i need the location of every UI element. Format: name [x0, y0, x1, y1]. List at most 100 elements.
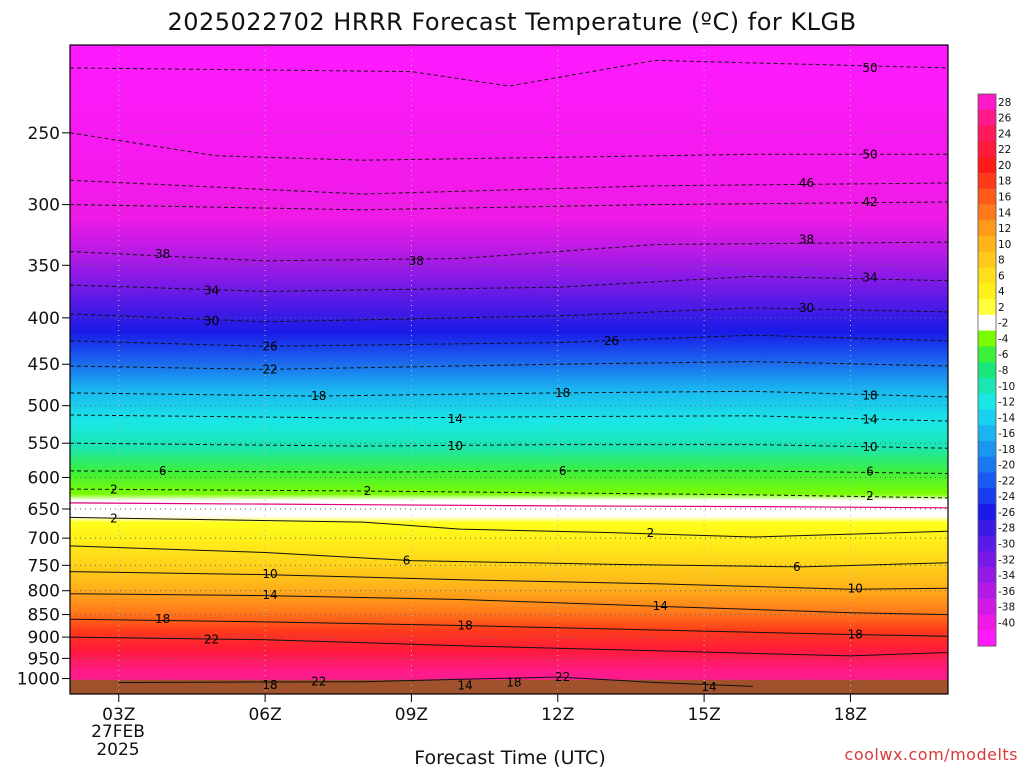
isotherm-line [69, 516, 949, 538]
colorbar-label: 2 [998, 302, 1005, 314]
colorbar-swatch [978, 456, 996, 474]
credit-text: coolwx.com/modelts [845, 745, 1018, 764]
isotherm-line [69, 59, 949, 87]
colorbar-swatch [978, 488, 996, 505]
colorbar-swatch [978, 109, 996, 127]
isotherm-label: 2 [110, 483, 118, 497]
colorbar-swatch [978, 267, 996, 284]
isotherm-label: 18 [506, 675, 521, 689]
colorbar-label: -40 [998, 617, 1015, 629]
y-tick-label: 550 [28, 434, 60, 454]
y-tick-label: 850 [28, 606, 60, 626]
colorbar-label: -32 [998, 554, 1015, 566]
colorbar-label: 14 [998, 207, 1012, 219]
colorbar-label: -16 [998, 428, 1015, 440]
colorbar-label: 4 [998, 286, 1005, 298]
y-tick-label: 650 [28, 500, 60, 520]
colorbar-swatch [978, 220, 996, 237]
isotherm-label: 14 [701, 680, 716, 694]
isotherm-line [69, 132, 948, 161]
colorbar: 28 26 24 22 20 18 16 14 12 10 8 6 4 2 -2 -4 -6 -8 -10 -12 -1… [977, 93, 1015, 647]
colorbar-swatch [978, 614, 996, 631]
colorbar-swatch [978, 346, 996, 363]
y-tick-label: 450 [28, 355, 60, 375]
isotherm-line [69, 545, 949, 568]
isotherm-label: 22 [262, 362, 277, 376]
colorbar-label: -14 [998, 412, 1015, 424]
colorbar-swatch [978, 409, 996, 426]
isotherm-label: 50 [862, 61, 877, 75]
colorbar-swatch [978, 299, 996, 316]
colorbar-label: -4 [998, 333, 1009, 345]
colorbar-label: -28 [998, 523, 1015, 535]
isotherm-label: 18 [155, 612, 170, 626]
isotherm-label: 42 [862, 195, 877, 209]
y-tick-label: 350 [28, 256, 60, 276]
isotherm-label: 22 [311, 675, 326, 689]
temperature-field [70, 45, 948, 682]
x-tick-label: 15Z [687, 705, 720, 725]
isotherm-label: 10 [262, 567, 277, 581]
colorbar-swatch [978, 519, 996, 537]
isotherm-label: 10 [862, 440, 877, 454]
colorbar-swatch [978, 330, 996, 347]
isotherm-line [69, 201, 949, 211]
isotherm-label: 18 [311, 389, 326, 403]
colorbar-swatch [978, 362, 996, 379]
colorbar-swatch [978, 141, 996, 158]
y-tick-label: 950 [28, 649, 60, 669]
colorbar-label: -12 [998, 397, 1015, 409]
colorbar-swatch [978, 125, 996, 142]
colorbar-label: -18 [998, 444, 1015, 456]
isotherm-label: 18 [848, 627, 863, 641]
gridlines [70, 45, 948, 694]
colorbar-label: -8 [998, 365, 1008, 377]
colorbar-swatch [978, 283, 996, 300]
colorbar-label: -26 [998, 507, 1015, 519]
isotherm-label: 2 [866, 489, 874, 503]
isotherm-label: 30 [799, 301, 814, 315]
isotherm-label: 2 [364, 484, 372, 498]
colorbar-swatch [978, 314, 996, 332]
x-tick-label: 09Z [395, 705, 428, 725]
colorbar-label: 8 [998, 255, 1005, 267]
colorbar-label: -6 [998, 349, 1009, 361]
x-tick-label: 06Z [248, 705, 281, 725]
colorbar-swatch [978, 204, 996, 221]
colorbar-swatch [978, 188, 996, 205]
isotherm-label: 14 [448, 412, 463, 426]
isotherm-label: 34 [862, 270, 877, 284]
colorbar-swatch [978, 172, 996, 190]
colorbar-label: -10 [998, 381, 1015, 393]
y-tick-label: 1000 [17, 670, 60, 690]
isotherm-label: 18 [457, 619, 472, 633]
colorbar-swatch [978, 567, 996, 584]
x-sublabel-year: 2025 [96, 740, 139, 760]
isotherm-label: 26 [262, 339, 277, 353]
isotherm-label: 10 [848, 582, 863, 596]
isotherm-label: 6 [403, 554, 411, 568]
isotherm-label: 34 [204, 283, 219, 297]
x-sublabel-date: 27FEB [91, 722, 145, 742]
x-tick-label: 03Z [102, 705, 135, 725]
colorbar-swatch [978, 251, 996, 268]
isotherm-label: 6 [866, 465, 874, 479]
isotherm-label: 46 [799, 176, 814, 190]
isotherm-label: 50 [862, 147, 877, 161]
isotherm-label: 18 [862, 388, 877, 402]
colorbar-label: 16 [998, 192, 1012, 204]
y-tick-label: 500 [28, 397, 60, 417]
y-tick-label: 750 [28, 556, 60, 576]
isotherm-label: 18 [262, 678, 277, 692]
x-tick-label: 18Z [834, 705, 867, 725]
isotherm-label: 6 [559, 464, 567, 478]
time-axis: 03Z 06Z 09Z 12Z 15Z 18Z [102, 694, 867, 725]
y-tick-label: 400 [28, 309, 60, 329]
isotherm-line [69, 571, 949, 590]
isotherm-label: 14 [262, 588, 277, 602]
colorbar-swatch [978, 94, 996, 111]
colorbar-label: -24 [998, 491, 1015, 503]
isotherm-label: 38 [155, 247, 170, 261]
colorbar-label: 12 [998, 223, 1011, 235]
